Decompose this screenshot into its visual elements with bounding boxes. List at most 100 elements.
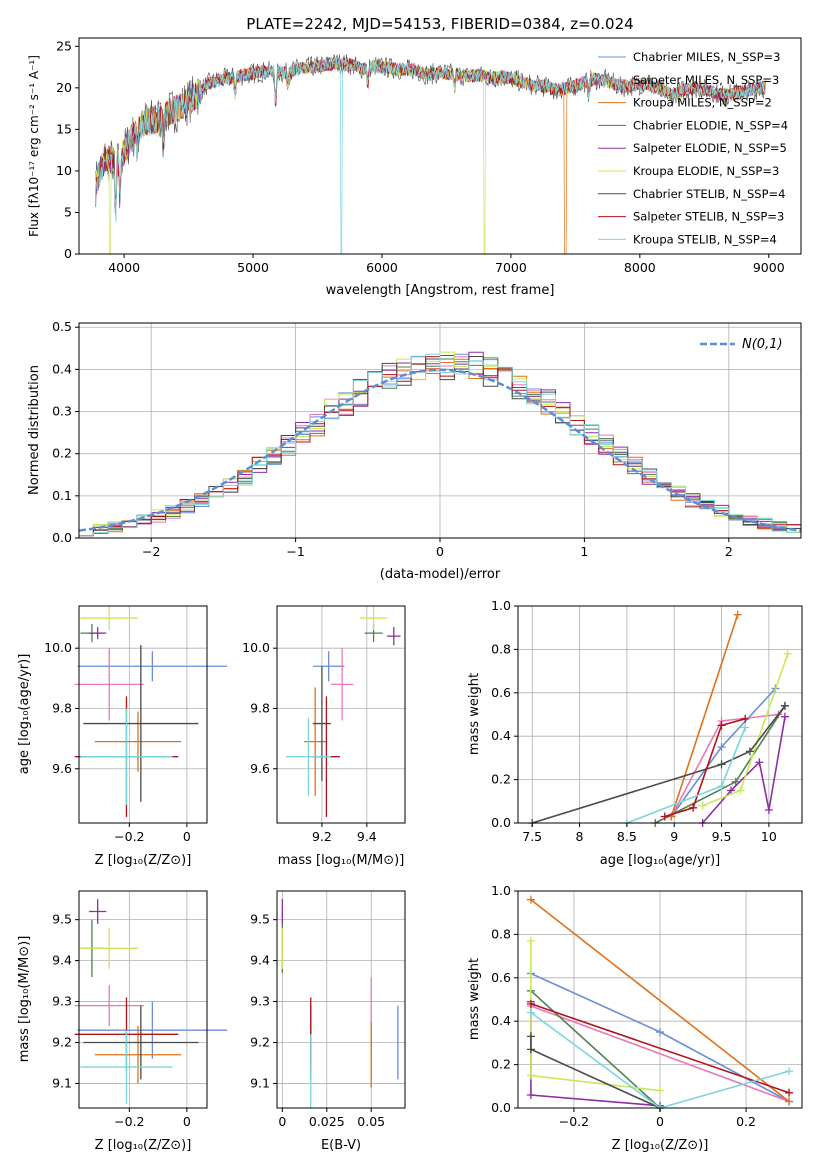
age-z-ylabel: age [log₁₀(age/yr)]: [17, 654, 32, 775]
weight-point-marker: [783, 649, 792, 658]
x-tick-label: −0.2: [114, 1114, 144, 1129]
y-tick-label: 1.0: [491, 883, 511, 898]
y-tick-label: 0.0: [491, 1100, 511, 1115]
y-tick-label: 0.0: [52, 530, 72, 545]
weight-point-marker: [526, 1008, 535, 1017]
y-tick-label: 0.8: [491, 926, 511, 941]
y-tick-label: 9.5: [250, 912, 270, 927]
y-tick-label: 0.0: [491, 815, 511, 830]
weight-series-line: [670, 614, 739, 817]
weight-z-panel: −0.2 0 0.2 0.0 0.2 0.4 0.6 0.8 1.0 Z [log₁₀(Z/Z⊙…: [467, 883, 803, 1153]
residual-xlabel: (data-model)/error: [380, 567, 501, 582]
legend-label: Kroupa MILES, N_SSP=2: [633, 96, 772, 110]
y-tick-label: 5: [64, 204, 72, 219]
normal-legend-label: N(0,1): [742, 337, 783, 352]
x-tick-label: 9.5: [712, 829, 732, 844]
spectrum-series-line: [95, 57, 767, 254]
spectrum-ylabel: Flux [fλ10⁻¹⁷ erg cm⁻² s⁻¹ A⁻¹]: [27, 55, 41, 237]
weight-point-marker: [526, 1090, 535, 1099]
weight-point-marker: [717, 782, 726, 791]
x-tick-label: −1: [286, 544, 304, 559]
y-tick-label: 9.3: [52, 994, 72, 1009]
weight-point-marker: [727, 786, 735, 795]
x-tick-label: 0: [278, 1114, 286, 1129]
mass-z-panel: −0.2 0 9.1 9.2 9.3 9.4 9.5 Z [log₁₀(Z/Z⊙)] mas…: [17, 890, 228, 1153]
y-tick-label: 0: [64, 246, 72, 261]
weight-point-marker: [785, 1097, 794, 1106]
legend-label: Salpeter STELIB, N_SSP=3: [633, 210, 784, 224]
legend-label: Salpeter ELODIE, N_SSP=5: [633, 141, 787, 155]
legend-label: Salpeter MILES, N_SSP=3: [633, 73, 779, 87]
y-tick-label: 25: [56, 38, 72, 53]
age-z-xlabel: Z [log₁₀(Z/Z⊙)]: [95, 853, 192, 868]
y-tick-label: 0.6: [491, 970, 511, 985]
weight-point-marker: [755, 758, 764, 767]
residual-panel: −2 −1 0 1 2 0.0 0.1 0.2 0.3 0.4 0.5 N(0,1) (data-m…: [27, 319, 802, 582]
age-z-panel: −0.2 0 9.6 9.8 10.0 Z [log₁₀(Z/Z⊙)] age [log…: [17, 605, 228, 868]
y-tick-label: 9.1: [52, 1075, 72, 1090]
weight-series-line: [530, 990, 661, 1109]
weight-series-line: [664, 718, 746, 818]
weight-point-marker: [780, 701, 789, 710]
weight-point-marker: [526, 1032, 535, 1041]
weight-point-marker: [526, 1045, 535, 1054]
x-tick-label: 9.2: [312, 829, 332, 844]
x-tick-label: 0: [436, 544, 444, 559]
weight-point-marker: [526, 999, 535, 1008]
y-tick-label: 9.5: [52, 912, 72, 927]
y-tick-label: 9.6: [52, 761, 72, 776]
x-tick-label: 9000: [753, 260, 785, 275]
x-tick-label: 7000: [495, 260, 527, 275]
weight-point-marker: [656, 1086, 664, 1095]
x-tick-label: 9.4: [357, 829, 377, 844]
legend-label: Chabrier MILES, N_SSP=3: [633, 50, 780, 64]
x-tick-label: 0: [183, 829, 191, 844]
weight-z-xlabel: Z [log₁₀(Z/Z⊙)]: [612, 1138, 709, 1153]
x-tick-label: 8: [576, 829, 584, 844]
weight-series-line: [530, 940, 661, 1092]
x-tick-label: 0.025: [309, 1114, 345, 1129]
x-tick-label: 2: [725, 544, 733, 559]
x-tick-label: 5000: [237, 260, 269, 275]
y-tick-label: 0.4: [491, 728, 511, 743]
weight-series-line: [530, 1005, 790, 1103]
residual-ylabel: Normed distribution: [27, 365, 42, 495]
x-tick-label: 7.5: [522, 829, 542, 844]
weight-point-marker: [656, 1028, 664, 1037]
y-tick-label: 0.2: [491, 1057, 511, 1072]
y-tick-label: 9.2: [250, 1034, 270, 1049]
spectrum-xlabel: wavelength [Angstrom, rest frame]: [326, 283, 555, 298]
weight-series-line: [530, 1003, 790, 1094]
y-tick-label: 9.8: [52, 700, 72, 715]
weight-series-line: [530, 899, 790, 1103]
spectrum-legend: Chabrier MILES, N_SSP=3 Salpeter MILES, N…: [598, 50, 788, 246]
weight-age-xlabel: age [log₁₀(age/yr)]: [600, 853, 721, 868]
y-tick-label: 9.8: [250, 700, 270, 715]
weight-series-line: [531, 705, 786, 824]
weight-point-marker: [717, 760, 726, 769]
weight-point-marker: [698, 801, 707, 810]
mass-ebv-xlabel: E(B-V): [321, 1138, 361, 1153]
age-mass-panel: 9.2 9.4 9.6 9.8 10.0 mass [log₁₀(M/M⊙)]: [242, 605, 406, 868]
x-tick-label: 1: [580, 544, 588, 559]
weight-point-marker: [717, 743, 726, 752]
legend-label: Chabrier ELODIE, N_SSP=4: [633, 118, 788, 132]
x-tick-label: 10: [761, 829, 777, 844]
x-tick-label: −0.2: [559, 1114, 589, 1129]
weight-z-ylabel: mass weight: [467, 958, 482, 1040]
x-tick-label: −2: [142, 544, 160, 559]
y-tick-label: 1.0: [491, 598, 511, 613]
legend-label: Kroupa STELIB, N_SSP=4: [633, 232, 777, 246]
weight-point-marker: [736, 786, 745, 795]
weight-age-panel: 7.5 8 8.5 9 9.5 10 0.0 0.2 0.4 0.6 0.8 1.0 age [log…: [467, 598, 803, 868]
legend-label: Chabrier STELIB, N_SSP=4: [633, 187, 785, 201]
x-tick-label: 8.5: [617, 829, 637, 844]
x-tick-label: 4000: [108, 260, 140, 275]
y-tick-label: 9.6: [250, 761, 270, 776]
x-tick-label: 8000: [624, 260, 656, 275]
y-tick-label: 0.4: [52, 361, 72, 376]
weight-point-marker: [785, 1088, 794, 1097]
weight-point-marker: [741, 723, 750, 732]
weight-point-marker: [745, 747, 754, 756]
x-tick-label: 0.2: [736, 1114, 756, 1129]
